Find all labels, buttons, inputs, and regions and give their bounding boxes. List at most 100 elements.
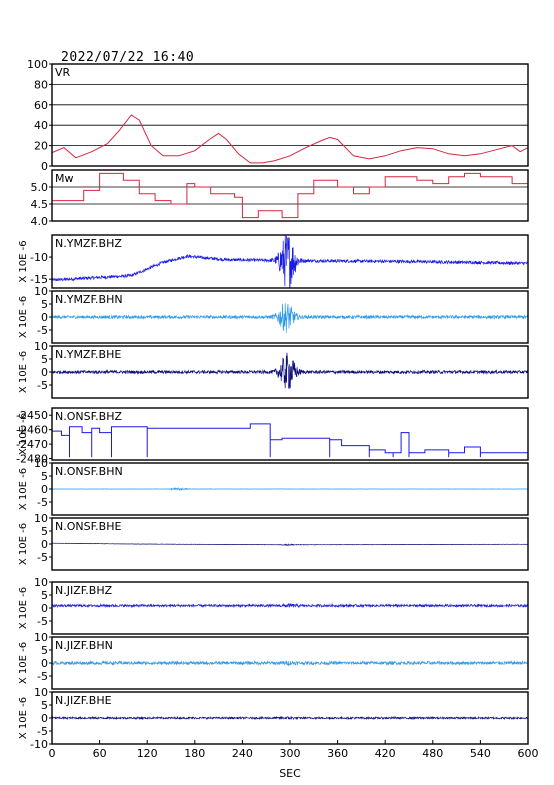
x-tick-label: 0: [49, 747, 56, 760]
y-tick-label: -2450: [16, 409, 48, 422]
x-tick-label: 600: [518, 747, 539, 760]
y-tick-label: -5: [37, 615, 48, 628]
panel-frame: [51, 63, 529, 167]
series-line: [52, 114, 528, 164]
x-tick-label: 240: [232, 747, 253, 760]
y-axis-unit: X 10E -6: [18, 240, 29, 282]
y-tick-label: 40: [34, 119, 48, 132]
x-tick-label: 60: [93, 747, 107, 760]
panel-frame: [51, 290, 529, 344]
y-tick-label: 4.0: [31, 215, 49, 228]
y-tick-label: 60: [34, 99, 48, 112]
y-axis-unit: X 10E -6: [18, 351, 29, 393]
y-tick-label: 0: [41, 483, 48, 496]
y-tick-label: 20: [34, 140, 48, 153]
y-tick-label: 0: [41, 657, 48, 670]
y-tick-label: 5: [41, 525, 48, 538]
y-axis-unit: X 10E -6: [18, 642, 29, 684]
series-line: [52, 303, 528, 333]
y-tick-label: -5: [37, 670, 48, 683]
y-tick-label: 0: [41, 712, 48, 725]
panel-frame: [51, 169, 529, 222]
panel-vr: 0 20 40 60 80 100 VR: [27, 58, 529, 173]
series-line: [52, 235, 528, 288]
y-tick-label: 5: [41, 470, 48, 483]
y-axis-unit: X 10E -6: [18, 697, 29, 739]
y-tick-label: 10: [34, 285, 48, 298]
y-tick-label: 0: [41, 160, 48, 173]
y-tick-label: -5: [37, 324, 48, 337]
y-axis-unit: X 10E -6: [18, 296, 29, 338]
x-axis: 0 60 120 180 240 300 360 420 480 540 600 SEC: [49, 740, 539, 780]
panel-title: N.YMZF.BHN: [55, 293, 123, 306]
y-tick-label: -5: [37, 551, 48, 564]
y-tick-label: 5: [41, 589, 48, 602]
y-tick-label: 10: [34, 512, 48, 525]
y-tick-label: -5: [37, 725, 48, 738]
y-axis-unit: X 10E -6: [18, 468, 29, 510]
y-tick-label: -15: [30, 273, 48, 286]
panel-frame: [51, 636, 529, 690]
panel-title: Mw: [55, 172, 74, 185]
y-tick-label: -10: [30, 738, 48, 751]
series-line: [52, 660, 528, 667]
y-tick-label: 80: [34, 78, 48, 91]
y-tick-label: 0: [41, 602, 48, 615]
panel-title: N.YMZF.BHZ: [55, 237, 122, 250]
y-tick-label: 10: [34, 576, 48, 589]
panel-frame: [51, 581, 529, 635]
y-tick-label: 0: [41, 366, 48, 379]
panel-title: N.YMZF.BHE: [55, 348, 121, 361]
y-axis-unit: X 10E -6: [18, 413, 29, 455]
y-tick-label: 5: [41, 699, 48, 712]
panel-ymzf-bhz: -15 -10X 10E -6 N.YMZF.BHZ: [18, 234, 529, 289]
series-line: [52, 352, 528, 389]
x-axis-label: SEC: [279, 767, 301, 780]
timestamp: 2022/07/22 16:40: [61, 50, 195, 65]
x-tick-label: 300: [280, 747, 301, 760]
x-tick-label: 360: [327, 747, 348, 760]
y-tick-label: 10: [34, 340, 48, 353]
y-tick-label: -5: [37, 379, 48, 392]
y-axis-unit: X 10E -6: [18, 523, 29, 565]
y-tick-label: 10: [34, 686, 48, 699]
y-tick-label: 5: [41, 298, 48, 311]
x-tick-label: 120: [137, 747, 158, 760]
series-line: [52, 542, 528, 546]
panel-frame: [51, 234, 529, 289]
panel-title: N.ONSF.BHE: [55, 520, 121, 533]
x-tick-label: 480: [422, 747, 443, 760]
panel-title: N.ONSF.BHN: [55, 465, 123, 478]
x-tick-label: 180: [184, 747, 205, 760]
panel-frame: [51, 407, 529, 461]
panel-frame: [51, 462, 529, 516]
series-line: [52, 423, 528, 458]
y-tick-label: 10: [34, 457, 48, 470]
x-tick-label: 540: [470, 747, 491, 760]
panel-title: VR: [55, 66, 71, 79]
panel-title: N.JIZF.BHN: [55, 639, 113, 652]
y-tick-label: 5: [41, 353, 48, 366]
y-tick-label: -2470: [16, 438, 48, 451]
y-tick-label: -5: [37, 496, 48, 509]
y-tick-label: 0: [41, 538, 48, 551]
y-axis-unit: X 10E -6: [18, 587, 29, 629]
y-tick-label: 5: [41, 644, 48, 657]
series-line: [52, 487, 528, 492]
y-tick-label: -2480: [16, 453, 48, 466]
series-line: [52, 172, 528, 219]
panel-title: N.JIZF.BHE: [55, 694, 112, 707]
series-line: [52, 602, 528, 609]
panel-frame: [51, 517, 529, 571]
panel-title: N.JIZF.BHZ: [55, 584, 113, 597]
